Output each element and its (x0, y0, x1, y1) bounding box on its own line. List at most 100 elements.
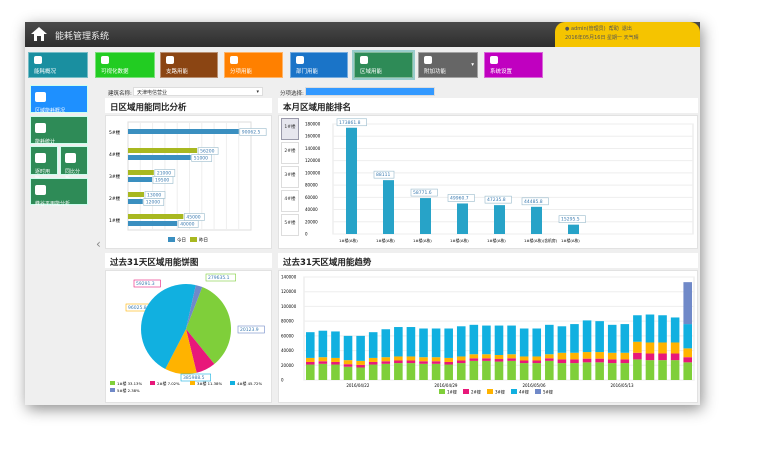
bar-今日 (128, 221, 178, 226)
bar-今日 (128, 177, 152, 182)
item-select[interactable] (305, 87, 435, 96)
bar-昨日 (128, 170, 154, 175)
bar (457, 203, 468, 234)
tile-label: 支路用能 (166, 69, 189, 75)
user-panel: ● admin(管理员) 帮助 退出 2016年05月16日 星期一 天气晴 (555, 22, 700, 47)
ranking-tab-3[interactable]: 4#楼 (281, 190, 299, 212)
bar-3#楼 (557, 352, 567, 360)
data-label: 15295.5 (561, 217, 580, 223)
tile-icon (34, 56, 42, 64)
ranking-tab-0[interactable]: 1#楼 (281, 118, 299, 140)
bar-1#楼 (595, 362, 604, 380)
bar-4#楼 (620, 324, 630, 353)
bar-2#楼 (670, 353, 680, 361)
bar-1#楼 (582, 362, 592, 380)
x-tick-label: 1#楼(A栋)(含机房) (524, 238, 558, 243)
pie-slice (141, 284, 196, 369)
bar-2#楼 (633, 352, 642, 360)
bar-4#楼 (331, 331, 340, 358)
dropdown-icon[interactable]: ▾ (471, 62, 474, 68)
bar-4#楼 (343, 335, 353, 361)
bar (494, 205, 505, 234)
ranking-tab-2[interactable]: 3#楼 (281, 166, 299, 188)
data-label-box (144, 191, 166, 199)
bar (346, 127, 357, 234)
bar-4#楼 (519, 328, 529, 357)
notice-text: 2016年05月16日 星期一 天气晴 (565, 35, 639, 41)
data-label: 51000 (194, 156, 208, 162)
data-label-box (410, 188, 438, 197)
tile-1[interactable]: 可视化数据 (95, 52, 155, 78)
legend-label: 1#楼 33.13% (117, 381, 142, 386)
bar-3#楼 (381, 357, 391, 362)
tile-3[interactable]: 分项用能 (224, 52, 283, 78)
pie-slice (186, 285, 203, 329)
y-tick-label: 2#楼 (109, 195, 121, 202)
bar-1#楼 (519, 363, 529, 380)
sidebar-icon (65, 153, 76, 163)
bar-2#楼 (607, 359, 617, 364)
y-tick-label: 180000 (305, 122, 321, 127)
bar-2#楼 (431, 361, 441, 364)
legend-swatch (230, 381, 235, 385)
tile-icon (230, 56, 238, 64)
building-select[interactable]: 天津电信营业 ▾ (133, 87, 263, 96)
sidebar-item-3[interactable]: 同比分析 (60, 146, 88, 182)
bar-3#楼 (431, 357, 441, 362)
data-label-box (558, 215, 586, 223)
bar-3#楼 (595, 352, 604, 359)
bar (531, 206, 542, 234)
sidebar-item-4[interactable]: 峰谷平用能分析 (30, 178, 88, 207)
sidebar-item-2[interactable]: 逐时用能 (30, 146, 58, 182)
bar-3#楼 (570, 352, 579, 360)
ranking-tab-1[interactable]: 2#楼 (281, 142, 299, 164)
bar-1#楼 (557, 363, 567, 380)
sidebar-item-1[interactable]: 能耗统计 (30, 116, 88, 145)
bar-2#楼 (343, 364, 353, 367)
x-tick-label: 2016/05/06 (522, 383, 546, 388)
legend-swatch (511, 389, 517, 394)
bar-1#楼 (545, 360, 554, 380)
bar-2#楼 (545, 358, 554, 361)
y-tick-label: 60000 (281, 333, 294, 338)
data-label: 47235.8 (487, 197, 506, 203)
help-link[interactable]: 帮助 (608, 26, 619, 32)
sidebar-item-0[interactable]: 区域能耗概况 (30, 85, 88, 114)
tile-6[interactable]: 附加功能 ▾ (418, 52, 478, 78)
bar-1#楼 (532, 363, 542, 380)
tile-7[interactable]: 系统设置 (484, 52, 543, 78)
home-icon[interactable] (31, 27, 47, 41)
x-tick-label: 2016/04/29 (434, 383, 458, 388)
tile-4[interactable]: 部门用能 (290, 52, 348, 78)
bar-2#楼 (306, 361, 315, 365)
ranking-tab-4[interactable]: 5#楼 (281, 214, 299, 236)
bar (568, 224, 579, 234)
tile-0[interactable]: 能耗概况 (28, 52, 88, 78)
bar-2#楼 (683, 357, 692, 363)
bar-2#楼 (469, 358, 479, 361)
bar-1#楼 (431, 363, 441, 380)
legend-swatch (190, 381, 195, 385)
tile-label: 能耗概况 (34, 69, 57, 75)
data-label-box (447, 194, 475, 202)
y-tick-label: 140000 (305, 146, 321, 151)
tile-label: 附加功能 (424, 69, 447, 75)
tile-2[interactable]: 支路用能 (160, 52, 218, 78)
collapse-arrow-icon[interactable]: ‹ (96, 237, 101, 251)
bar-3#楼 (658, 342, 667, 354)
bar-2#楼 (368, 361, 378, 365)
tile-5[interactable]: 区域用能 (352, 50, 415, 80)
bar-4#楼 (469, 324, 479, 355)
data-label-box (184, 213, 205, 221)
legend-label: 2#楼 7.02% (157, 381, 180, 386)
data-label: 90062.5 (242, 130, 261, 136)
data-label-box (373, 170, 395, 179)
user-name[interactable]: admin(管理员) (570, 26, 606, 32)
tile-icon (296, 56, 304, 64)
bar-2#楼 (406, 360, 416, 364)
logout-link[interactable]: 退出 (621, 26, 632, 32)
bar-4#楼 (419, 328, 428, 358)
y-tick-label: 0 (281, 378, 284, 383)
bar-4#楼 (444, 328, 453, 358)
pie-slice (165, 329, 197, 374)
